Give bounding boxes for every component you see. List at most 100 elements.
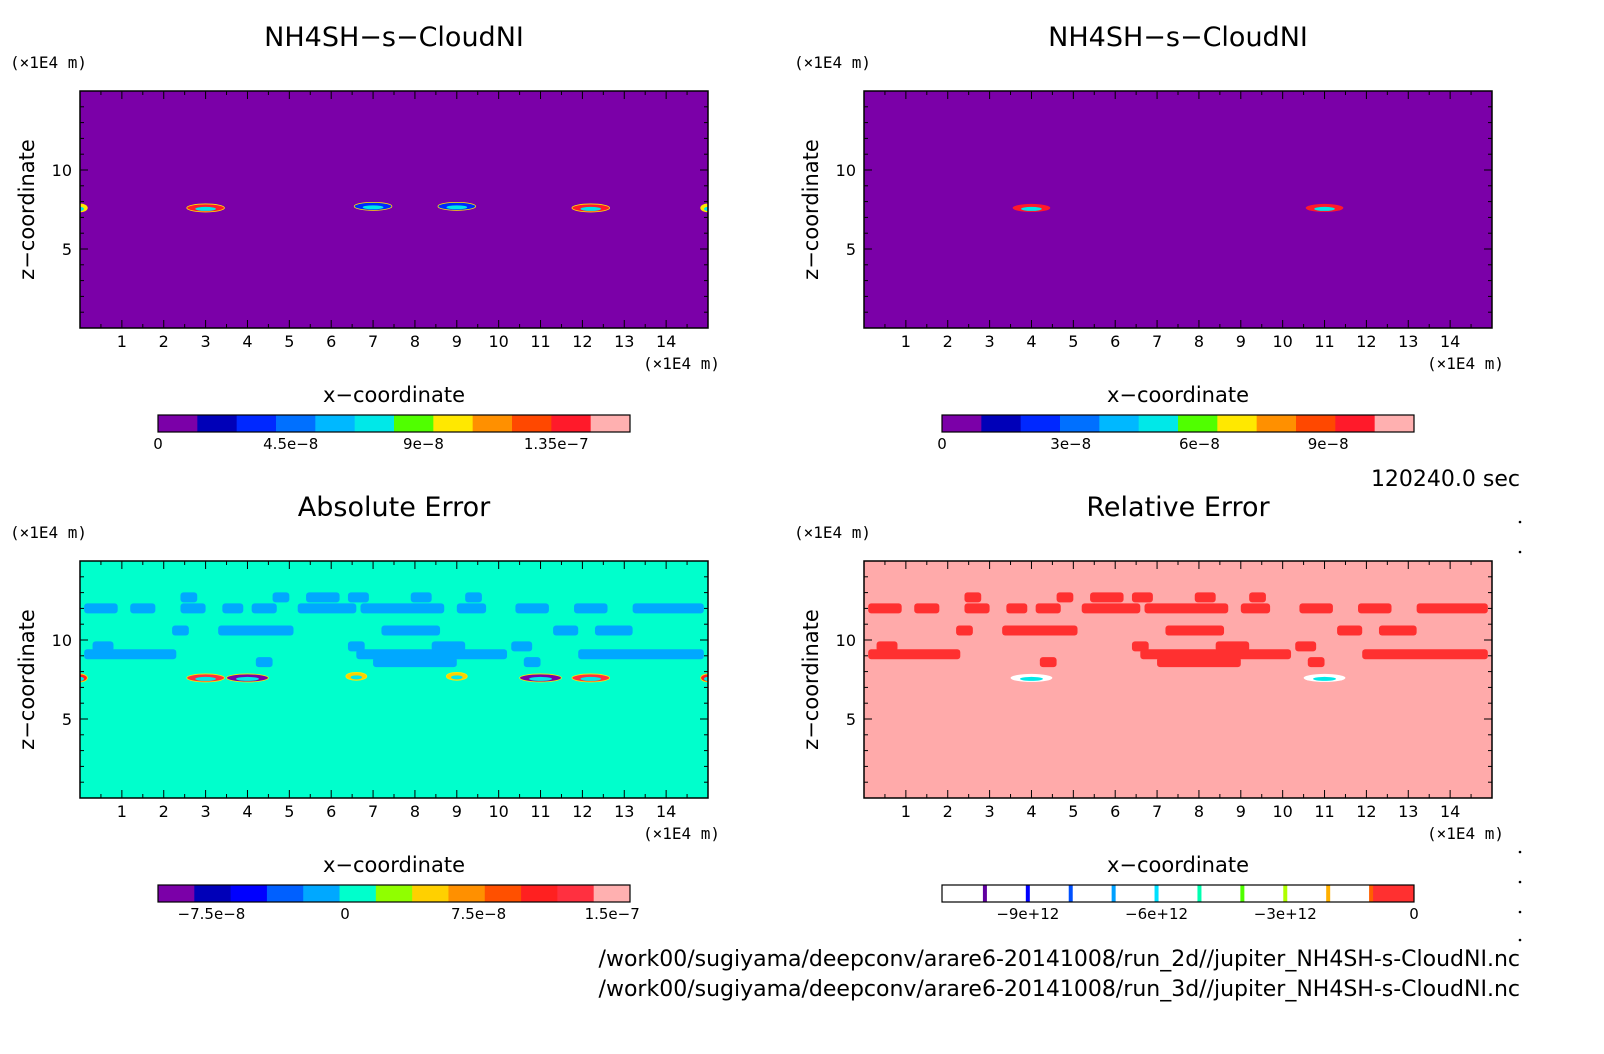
feature-core-2 — [235, 676, 259, 681]
x-tick-label: 11 — [1314, 332, 1334, 351]
colorbar-label: 1.5e−7 — [585, 905, 640, 923]
x-tick-label: 6 — [1110, 332, 1120, 351]
colorbar-segment — [942, 885, 986, 902]
x-tick-label: 2 — [943, 802, 953, 821]
y-unit-label: (×1E4 m) — [10, 523, 87, 542]
colorbar-segment — [1138, 415, 1179, 432]
colorbar-segment — [984, 885, 1029, 902]
colorbar-segment — [230, 885, 268, 902]
panel-4: Relative Error(×1E4 m)1 2 3 4 5 6 7 8 9 10 11 12 13 1… — [794, 492, 1504, 923]
error-patch-0-2 — [964, 603, 990, 614]
error-patch-1-4 — [410, 592, 432, 603]
colorbar-contour-line — [1154, 885, 1159, 902]
colorbar-segment — [593, 885, 631, 902]
colorbar-label: 6e−8 — [1179, 435, 1220, 453]
colorbar-segment — [1020, 415, 1061, 432]
colorbar-segment — [1371, 885, 1415, 902]
x-tick-label: 4 — [1026, 802, 1036, 821]
colorbar-segment — [551, 415, 592, 432]
y-axis-label: z−coordinate — [799, 139, 823, 280]
colorbar-contour-line — [1025, 885, 1030, 902]
colorbar-segment — [557, 885, 595, 902]
colorbar-contour-line — [1111, 885, 1116, 902]
colorbar-label: 9e−8 — [1308, 435, 1349, 453]
x-tick-label: 13 — [1398, 332, 1418, 351]
x-axis-label: x−coordinate — [1107, 853, 1249, 877]
colorbar-segment — [1178, 415, 1218, 432]
margin-dot-5 — [1518, 938, 1522, 942]
x-tick-label: 10 — [1272, 802, 1292, 821]
y-tick-label: 5 — [62, 240, 72, 259]
x-unit-label: (×1E4 m) — [1427, 824, 1504, 843]
error-patch-0-9 — [574, 603, 608, 614]
x-tick-label: 7 — [1152, 332, 1162, 351]
colorbar-segment — [484, 885, 522, 902]
error-patch-4-2 — [1140, 649, 1292, 660]
error-patch-1-4 — [1194, 592, 1216, 603]
colorbar-contour-line — [1240, 885, 1245, 902]
colorbar-segment — [1113, 885, 1158, 902]
x-axis-label: x−coordinate — [323, 383, 465, 407]
x-unit-label: (×1E4 m) — [1427, 354, 1504, 373]
y-axis-label: z−coordinate — [799, 609, 823, 750]
error-patch-3-3 — [1295, 641, 1317, 652]
x-tick-label: 1 — [117, 332, 127, 351]
error-patch-4-2 — [356, 649, 508, 660]
error-patch-0-8 — [515, 603, 549, 614]
y-tick-label: 10 — [52, 161, 72, 180]
x-tick-label: 7 — [368, 332, 378, 351]
x-tick-label: 4 — [1026, 332, 1036, 351]
error-patch-3-3 — [511, 641, 533, 652]
time-label: 120240.0 sec — [1371, 467, 1520, 492]
colorbar-contour-line — [1068, 885, 1073, 902]
colorbar-segment — [1156, 885, 1200, 902]
colorbar-segment — [412, 885, 449, 902]
error-patch-2-1 — [218, 625, 294, 636]
footer-file-2d: /work00/sugiyama/deepconv/arare6-2014100… — [599, 947, 1520, 972]
colorbar-label: 1.35e−7 — [524, 435, 589, 453]
error-patch-3-2 — [1215, 641, 1250, 652]
error-patch-5-1 — [255, 657, 273, 668]
colorbar-segment — [942, 415, 982, 432]
colorbar-segment — [1328, 885, 1372, 902]
error-patch-0-9 — [1358, 603, 1392, 614]
x-tick-label: 8 — [1194, 332, 1204, 351]
error-patch-0-3 — [222, 603, 244, 614]
error-patch-0-7 — [456, 603, 487, 614]
colorbar-segment — [276, 415, 316, 432]
x-tick-label: 7 — [1152, 802, 1162, 821]
error-patch-3-0 — [876, 641, 898, 652]
panel-3: Absolute Error(×1E4 m)1 2 3 4 5 6 7 8 9 10 11 12 13 1… — [10, 492, 720, 923]
x-unit-label: (×1E4 m) — [643, 824, 720, 843]
x-tick-label: 4 — [242, 802, 252, 821]
x-tick-label: 11 — [1314, 802, 1334, 821]
colorbar-label: 9e−8 — [403, 435, 444, 453]
error-patch-2-2 — [1165, 625, 1225, 636]
x-tick-label: 12 — [572, 332, 592, 351]
colorbar-segment — [194, 885, 232, 902]
x-tick-label: 5 — [1068, 332, 1078, 351]
error-patch-1-2 — [1090, 592, 1124, 603]
feature-core-0 — [1019, 676, 1043, 681]
error-patch-0-5 — [297, 603, 357, 614]
error-patch-4-0 — [868, 649, 961, 660]
colorbar-contour-line — [1369, 885, 1374, 902]
colorbar-segment — [394, 415, 434, 432]
colorbar-segment — [981, 415, 1022, 432]
error-patch-0-6 — [1144, 603, 1229, 614]
feature-core-1 — [195, 676, 216, 681]
x-tick-label: 14 — [1440, 332, 1460, 351]
colorbar-segment — [1099, 415, 1140, 432]
x-tick-label: 11 — [530, 332, 550, 351]
x-axis-label: x−coordinate — [1107, 383, 1249, 407]
error-patch-1-0 — [964, 592, 982, 603]
feature-core-4 — [580, 206, 602, 211]
y-tick-label: 10 — [836, 161, 856, 180]
margin-dot-2 — [1518, 850, 1522, 854]
x-tick-label: 4 — [242, 332, 252, 351]
feature-core-1 — [1314, 206, 1335, 211]
chart-title: Relative Error — [1086, 492, 1270, 523]
x-tick-label: 13 — [614, 802, 634, 821]
error-patch-1-2 — [306, 592, 340, 603]
